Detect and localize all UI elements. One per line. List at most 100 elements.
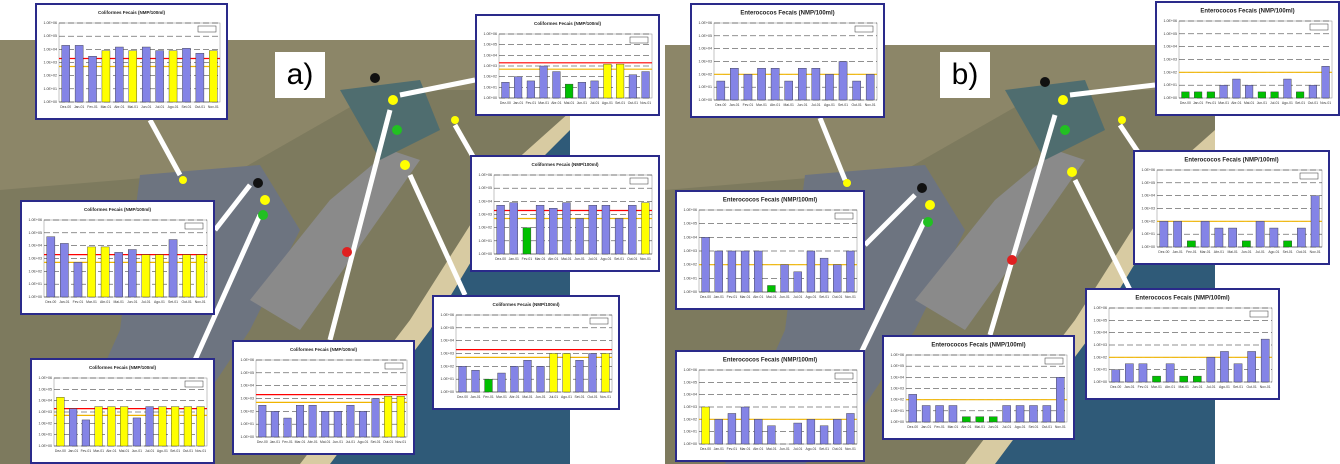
x-tick-label: Set-01 — [1283, 250, 1293, 254]
x-tick-label: Abr-01 — [1165, 385, 1175, 389]
point — [342, 247, 352, 257]
x-tick-label: Jun-01 — [1241, 250, 1251, 254]
bar — [549, 353, 558, 393]
x-tick-label: Dez-00 — [907, 425, 918, 429]
x-tick-label: Jun-01 — [574, 257, 584, 261]
bar — [396, 396, 405, 438]
y-tick-label: 1.0E+04 — [699, 47, 713, 51]
x-tick-label: Jul-01 — [1002, 425, 1011, 429]
bar — [714, 419, 723, 445]
lagoon — [340, 80, 440, 160]
bar — [988, 416, 998, 423]
bar — [514, 76, 523, 99]
x-tick-label: Mar-01 — [756, 103, 767, 107]
x-tick-label: Jun-01 — [577, 101, 587, 105]
y-tick-label: 1.0E+04 — [484, 53, 498, 57]
bar — [1159, 221, 1169, 248]
y-tick-label: 1.0E+05 — [44, 34, 58, 38]
y-tick-label: 1.0E+04 — [1094, 331, 1108, 335]
bar — [590, 80, 599, 99]
y-tick-label: 1.0E+03 — [684, 405, 698, 409]
x-tick-label: Jan-01 — [74, 105, 84, 109]
x-tick-label: Set-01 — [819, 447, 829, 451]
chart-title: Enterococos Fecais (NMP/100ml) — [723, 198, 817, 204]
x-tick-label: Jul-01 — [588, 257, 597, 261]
y-tick-label: 1.0E+01 — [484, 85, 498, 89]
x-tick-label: Jan-01 — [921, 425, 931, 429]
x-tick-label: Jul-01 — [793, 295, 802, 299]
bar — [536, 366, 545, 393]
x-tick-label: Mai-01 — [561, 257, 571, 261]
y-tick-label: 1.0E+01 — [1094, 368, 1108, 372]
legend-box — [1299, 172, 1319, 180]
bar — [1308, 84, 1317, 99]
bar — [601, 353, 610, 393]
bar — [74, 45, 84, 103]
y-tick-label: 1.0E+00 — [484, 96, 498, 100]
x-tick-label: Set-01 — [819, 295, 829, 299]
legend-box — [184, 222, 204, 230]
y-tick-label: 1.0E+04 — [1142, 194, 1156, 198]
panel-label-box — [940, 52, 990, 98]
bar — [1269, 227, 1279, 248]
sampling-points — [179, 73, 1126, 265]
mini-chart: Coliformes Fecais (NMP/100ml) 1.0E+00 1.0E… — [30, 358, 215, 464]
bar — [107, 406, 116, 447]
y-tick-label: 1.0E+04 — [29, 244, 43, 248]
x-tick-label: Jun-01 — [988, 425, 998, 429]
bar — [1002, 405, 1011, 423]
x-tick-label: Nov-01 — [195, 449, 206, 453]
y-tick-label: 1.0E+02 — [699, 72, 713, 76]
bar — [132, 417, 141, 447]
bar — [94, 406, 103, 447]
bar — [141, 254, 151, 298]
x-tick-label: Jun-01 — [779, 447, 789, 451]
point — [400, 160, 410, 170]
x-tick-label: Ago-01 — [602, 101, 613, 105]
arrow — [213, 183, 252, 232]
x-tick-label: Out-01 — [627, 257, 637, 261]
x-tick-label: Out-01 — [832, 295, 842, 299]
x-tick-label: Jun-01 — [1192, 385, 1202, 389]
x-tick-label: Ago-01 — [1268, 250, 1279, 254]
bar — [701, 237, 710, 293]
x-tick-label: Fev-01 — [727, 447, 738, 451]
bar — [1260, 338, 1270, 383]
x-tick-label: Set-01 — [181, 105, 191, 109]
bar — [740, 406, 750, 445]
x-tick-label: Nov-01 — [395, 440, 406, 444]
y-tick-label: 1.0E+00 — [29, 295, 43, 299]
bar — [182, 48, 191, 103]
bar — [565, 83, 574, 99]
bar — [61, 45, 70, 103]
bar — [101, 50, 111, 103]
y-tick-label: 1.0E+03 — [684, 249, 698, 253]
legend-box — [1309, 23, 1329, 31]
x-tick-label: Jun-01 — [535, 395, 545, 399]
x-tick-label: Ago-01 — [157, 449, 168, 453]
x-tick-label: Set-01 — [615, 101, 625, 105]
x-tick-label: Fev-01 — [73, 300, 84, 304]
x-tick-label: Out-01 — [1246, 385, 1256, 389]
y-tick-label: 1.0E+04 — [39, 399, 53, 403]
bar — [346, 405, 355, 438]
bar — [716, 80, 726, 101]
plot-area — [905, 354, 1068, 423]
bar — [806, 419, 816, 445]
x-tick-label: Ago-01 — [824, 103, 835, 107]
bar — [549, 208, 558, 255]
y-tick-label: 1.0E+01 — [39, 433, 53, 437]
legend-box — [589, 317, 609, 325]
arrow — [407, 173, 468, 297]
y-tick-label: 1.0E+00 — [684, 290, 698, 294]
y-tick-label: 1.0E+06 — [29, 218, 43, 222]
y-tick-label: 1.0E+06 — [241, 358, 255, 362]
y-tick-label: 1.0E+04 — [441, 339, 455, 343]
x-tick-label: Out-01 — [383, 440, 393, 444]
x-tick-label: Out-01 — [587, 395, 597, 399]
x-tick-label: Dez-00 — [1158, 250, 1169, 254]
bar — [526, 80, 535, 99]
bar — [577, 82, 586, 99]
bar — [1125, 363, 1134, 383]
bar — [155, 50, 164, 103]
